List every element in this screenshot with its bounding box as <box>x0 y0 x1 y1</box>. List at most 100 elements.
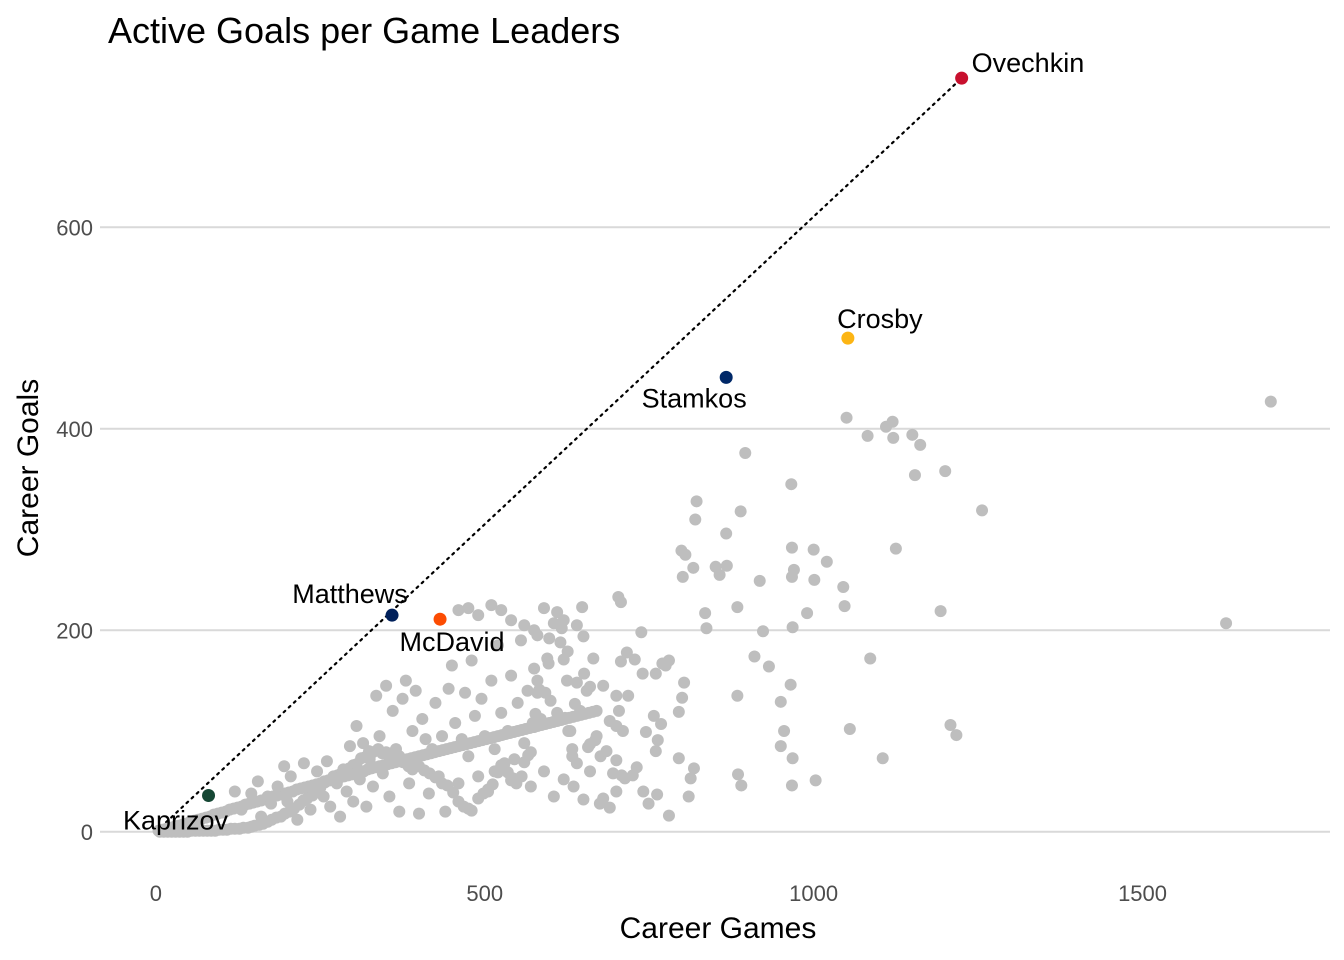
data-point <box>610 785 623 798</box>
data-point <box>689 513 702 526</box>
data-point <box>570 757 583 770</box>
data-point <box>637 785 650 798</box>
data-point <box>655 717 668 730</box>
data-point <box>690 495 703 508</box>
data-point <box>774 740 787 753</box>
data-point <box>245 787 258 800</box>
data-point <box>330 777 343 790</box>
data-point <box>485 599 498 612</box>
x-tick-label: 1000 <box>789 881 838 906</box>
data-point <box>808 573 821 586</box>
highlight-point-matthews <box>385 608 399 622</box>
data-point <box>610 689 623 702</box>
data-point <box>459 686 472 699</box>
data-point <box>675 544 688 557</box>
highlight-label-mcdavid: McDavid <box>400 627 505 657</box>
data-point <box>403 777 416 790</box>
data-point <box>445 659 458 672</box>
data-point <box>649 745 662 758</box>
data-point <box>452 777 465 790</box>
data-point <box>521 684 534 697</box>
data-point <box>785 779 798 792</box>
data-point <box>651 788 664 801</box>
data-point <box>590 704 603 717</box>
x-tick-label: 0 <box>150 881 162 906</box>
data-point <box>720 527 733 540</box>
data-point <box>762 660 775 673</box>
data-point <box>514 634 527 647</box>
data-point <box>429 696 442 709</box>
data-point <box>837 580 850 593</box>
data-point <box>537 765 550 778</box>
highlighted-points <box>202 71 969 803</box>
data-point <box>906 428 919 441</box>
data-point <box>649 667 662 680</box>
data-point <box>409 684 422 697</box>
data-point <box>584 765 597 778</box>
data-point <box>561 674 574 687</box>
data-point <box>518 756 531 769</box>
data-point <box>537 602 550 615</box>
data-point <box>735 779 748 792</box>
data-point <box>251 775 264 788</box>
data-point <box>614 655 627 668</box>
data-point <box>491 639 504 652</box>
data-point <box>284 770 297 783</box>
data-point <box>297 757 310 770</box>
data-point <box>386 704 399 717</box>
data-point <box>265 797 278 810</box>
data-point <box>547 617 560 630</box>
data-point <box>785 478 798 491</box>
data-point <box>495 706 508 719</box>
data-point <box>642 797 655 810</box>
data-point <box>820 555 833 568</box>
data-point <box>370 689 383 702</box>
data-point <box>557 614 570 627</box>
data-point <box>320 755 333 768</box>
data-point <box>587 652 600 665</box>
data-point <box>337 763 350 776</box>
data-point <box>235 803 248 816</box>
data-point <box>607 767 620 780</box>
data-point <box>757 625 770 638</box>
data-point <box>939 465 952 478</box>
data-point <box>324 800 337 813</box>
highlight-label-ovechkin: Ovechkin <box>972 48 1085 78</box>
data-point <box>436 730 449 743</box>
data-point <box>807 543 820 556</box>
data-point <box>432 770 445 783</box>
data-point <box>682 790 695 803</box>
data-point <box>366 780 379 793</box>
data-point <box>672 705 685 718</box>
data-point <box>603 714 616 727</box>
data-point <box>577 630 590 643</box>
data-point <box>864 652 877 665</box>
data-point <box>908 469 921 482</box>
data-point <box>508 753 521 766</box>
data-point <box>1264 395 1277 408</box>
highlight-point-ovechkin <box>955 71 969 85</box>
data-point <box>944 718 957 731</box>
highlight-label-matthews: Matthews <box>292 579 408 609</box>
highlight-point-stamkos <box>719 370 733 384</box>
data-point <box>528 624 541 637</box>
x-tick-label: 500 <box>466 881 503 906</box>
data-point <box>281 795 294 808</box>
data-point <box>465 654 478 667</box>
data-point <box>600 745 613 758</box>
data-point <box>603 801 616 814</box>
data-point <box>541 652 554 665</box>
data-point <box>914 438 927 451</box>
data-point <box>472 770 485 783</box>
y-tick-label: 0 <box>81 820 93 845</box>
data-point <box>482 785 495 798</box>
highlight-label-stamkos: Stamkos <box>642 383 747 413</box>
data-point <box>347 795 360 808</box>
highlight-point-kaprizov <box>202 789 216 803</box>
highlight-label-kaprizov: Kaprizov <box>123 806 229 836</box>
data-point <box>478 730 491 743</box>
data-point <box>278 760 291 773</box>
data-point <box>396 692 409 705</box>
data-point <box>684 772 697 785</box>
data-point <box>462 750 475 763</box>
